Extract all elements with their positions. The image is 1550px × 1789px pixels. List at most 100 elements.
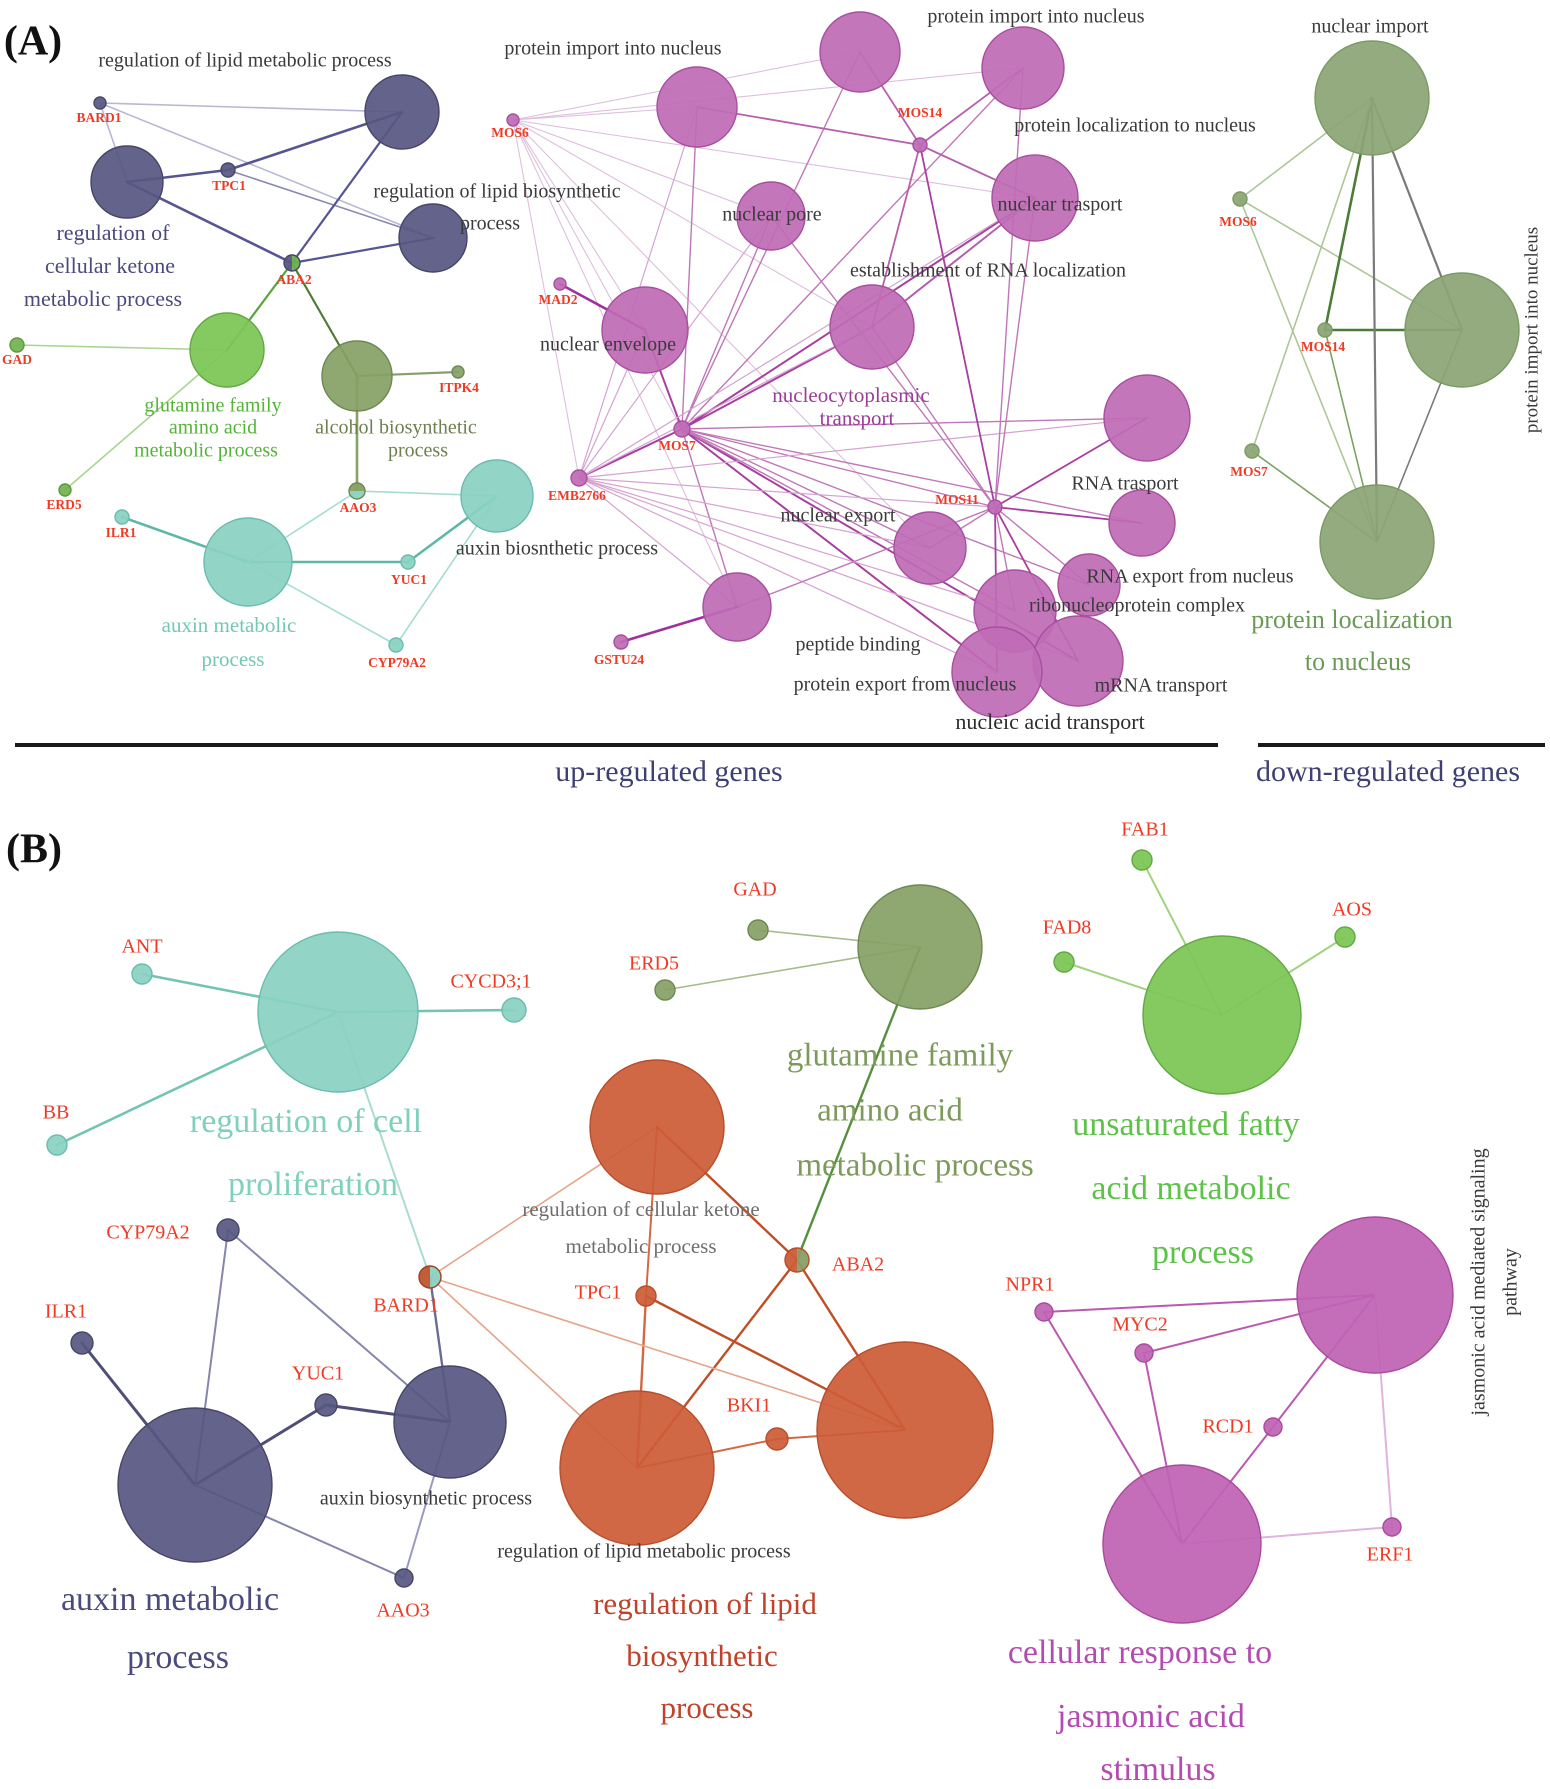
node-m_npr1[interactable]	[1034, 1302, 1054, 1322]
node-b_fab1[interactable]	[1131, 849, 1153, 871]
node-p_rnaexp[interactable]	[1108, 489, 1176, 557]
node-b_auxmet[interactable]	[117, 1407, 273, 1563]
node-m_erf1[interactable]	[1382, 1517, 1402, 1537]
node-p_nat[interactable]	[951, 626, 1043, 718]
node-b_glut[interactable]	[857, 884, 983, 1010]
node-a_bard1[interactable]	[93, 96, 107, 110]
node-b_bb[interactable]	[46, 1134, 68, 1156]
edge-p_mos11-p_loc	[994, 67, 1024, 508]
node-b_erd5[interactable]	[654, 979, 676, 1001]
node-b_tpc1[interactable]	[635, 1285, 657, 1307]
node-a_cyp[interactable]	[388, 637, 404, 653]
node-p_pore[interactable]	[736, 181, 806, 251]
label-auxin-metabolic: auxin metabolic	[61, 1581, 279, 1618]
node-m_bottom[interactable]	[1102, 1464, 1262, 1624]
node-a_itpk4[interactable]	[451, 365, 465, 379]
node-a_yuc1[interactable]	[400, 554, 416, 570]
label-erd5: ERD5	[46, 497, 82, 512]
node-p_mos7[interactable]	[673, 420, 691, 438]
node-b_auxbio[interactable]	[393, 1365, 507, 1479]
node-b_aao3[interactable]	[394, 1568, 414, 1588]
node-b_ilr1[interactable]	[70, 1331, 94, 1355]
node-a_alcohol[interactable]	[321, 340, 393, 412]
node-b_cycd[interactable]	[501, 997, 527, 1023]
label-metabolic-process: metabolic process	[24, 286, 182, 311]
label-glutamine-family: glutamine family	[787, 1038, 1014, 1074]
label-itpk4: ITPK4	[439, 380, 479, 395]
node-p_loc[interactable]	[981, 26, 1065, 110]
node-a_gad[interactable]	[9, 337, 25, 353]
node-b_yuc1[interactable]	[314, 1393, 338, 1417]
node-a_aao3[interactable]	[348, 482, 366, 500]
node-b_prolif[interactable]	[257, 931, 419, 1093]
node-a_ilr1[interactable]	[114, 509, 130, 525]
node-g_protloc[interactable]	[1319, 484, 1435, 600]
node-b_unsat[interactable]	[1142, 935, 1302, 1095]
edge-p_mos11-p_trasport	[994, 197, 1036, 508]
edge-a_bard1-a_lipid_met	[99, 102, 403, 113]
label-cyp79a2: CYP79A2	[368, 655, 426, 670]
node-a_ketone[interactable]	[90, 145, 164, 219]
label-nuclear-pore: nuclear pore	[722, 204, 822, 226]
node-a_auxbio[interactable]	[460, 459, 534, 533]
node-p_trasport[interactable]	[991, 154, 1079, 242]
node-b_cyp[interactable]	[216, 1218, 240, 1242]
node-b_aos[interactable]	[1334, 926, 1356, 948]
label-regulation-of-lipid-metabolic-process: regulation of lipid metabolic process	[497, 1541, 790, 1563]
node-m_top[interactable]	[1296, 1216, 1454, 1374]
node-a_aba2[interactable]	[283, 254, 301, 272]
node-p_imp2[interactable]	[819, 11, 901, 93]
node-p_mos14[interactable]	[912, 137, 928, 153]
label-fab1: FAB1	[1121, 819, 1168, 841]
node-p_mos6[interactable]	[506, 113, 520, 127]
node-g_mos6[interactable]	[1232, 191, 1248, 207]
edge-p_mos7-p_pore	[681, 215, 772, 430]
node-p_mos11[interactable]	[987, 499, 1003, 515]
edge-p_mos6-p_emb	[512, 119, 580, 479]
node-a_lipid_met[interactable]	[364, 74, 440, 150]
node-p_gstu[interactable]	[613, 634, 629, 650]
label-mos6: MOS6	[1219, 214, 1257, 229]
label-pathway: pathway	[1500, 1248, 1522, 1316]
node-b_ketone[interactable]	[589, 1059, 725, 1195]
node-b_bard1[interactable]	[418, 1265, 442, 1289]
node-p_env[interactable]	[601, 286, 689, 374]
node-g_mos14[interactable]	[1317, 322, 1333, 338]
node-b_bki1[interactable]	[765, 1427, 789, 1451]
node-p_rnatr[interactable]	[1103, 374, 1191, 462]
label-protein-localization-to-nucleus: protein localization to nucleus	[1014, 115, 1256, 137]
label-bard1: BARD1	[76, 110, 121, 125]
node-p_est[interactable]	[829, 284, 915, 370]
node-b_lipbio[interactable]	[816, 1341, 994, 1519]
node-b_gad[interactable]	[747, 919, 769, 941]
node-half	[292, 255, 300, 271]
label-gad: GAD	[2, 352, 32, 367]
node-b_aba2[interactable]	[784, 1247, 810, 1273]
node-a_erd5[interactable]	[58, 483, 72, 497]
edge-p_mos7-p_emb	[578, 428, 683, 479]
node-m_myc2[interactable]	[1134, 1343, 1154, 1363]
node-b_ant[interactable]	[131, 963, 153, 985]
label-nuclear-export: nuclear export	[781, 505, 896, 527]
node-b_lipmet[interactable]	[559, 1390, 715, 1546]
node-a_glut[interactable]	[189, 312, 265, 388]
node-b_fad8[interactable]	[1053, 951, 1075, 973]
node-a_tpc1[interactable]	[220, 162, 236, 178]
node-p_ribo[interactable]	[1057, 553, 1121, 617]
label-erd5: ERD5	[629, 953, 679, 975]
node-p_imp1[interactable]	[656, 66, 738, 148]
node-p_emb[interactable]	[570, 469, 588, 487]
node-a_auxmet[interactable]	[203, 517, 293, 607]
edge-a_bard1-a_lipid_bio	[99, 102, 434, 239]
node-p_nucexp[interactable]	[893, 511, 967, 585]
edge-p_emb-p_nucexp	[578, 477, 931, 549]
node-m_rcd1[interactable]	[1263, 1417, 1283, 1437]
node-p_mad2[interactable]	[553, 277, 567, 291]
node-g_mos7[interactable]	[1244, 443, 1260, 459]
label-aba2: ABA2	[832, 1254, 884, 1276]
node-g_import[interactable]	[1314, 40, 1430, 156]
node-g_right[interactable]	[1404, 272, 1520, 388]
node-a_lipid_bio[interactable]	[398, 203, 468, 273]
node-p_pep[interactable]	[702, 572, 772, 642]
